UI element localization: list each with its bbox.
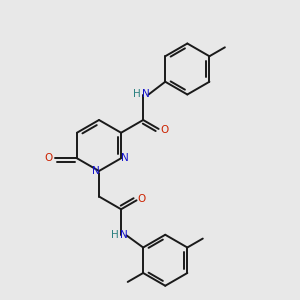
Text: N: N <box>92 166 99 176</box>
Text: O: O <box>138 194 146 204</box>
Text: O: O <box>160 125 168 135</box>
Text: N: N <box>120 230 128 240</box>
Text: H: H <box>133 89 140 99</box>
Text: O: O <box>44 153 53 163</box>
Text: N: N <box>142 89 150 99</box>
Text: N: N <box>121 153 129 163</box>
Text: H: H <box>111 230 119 240</box>
